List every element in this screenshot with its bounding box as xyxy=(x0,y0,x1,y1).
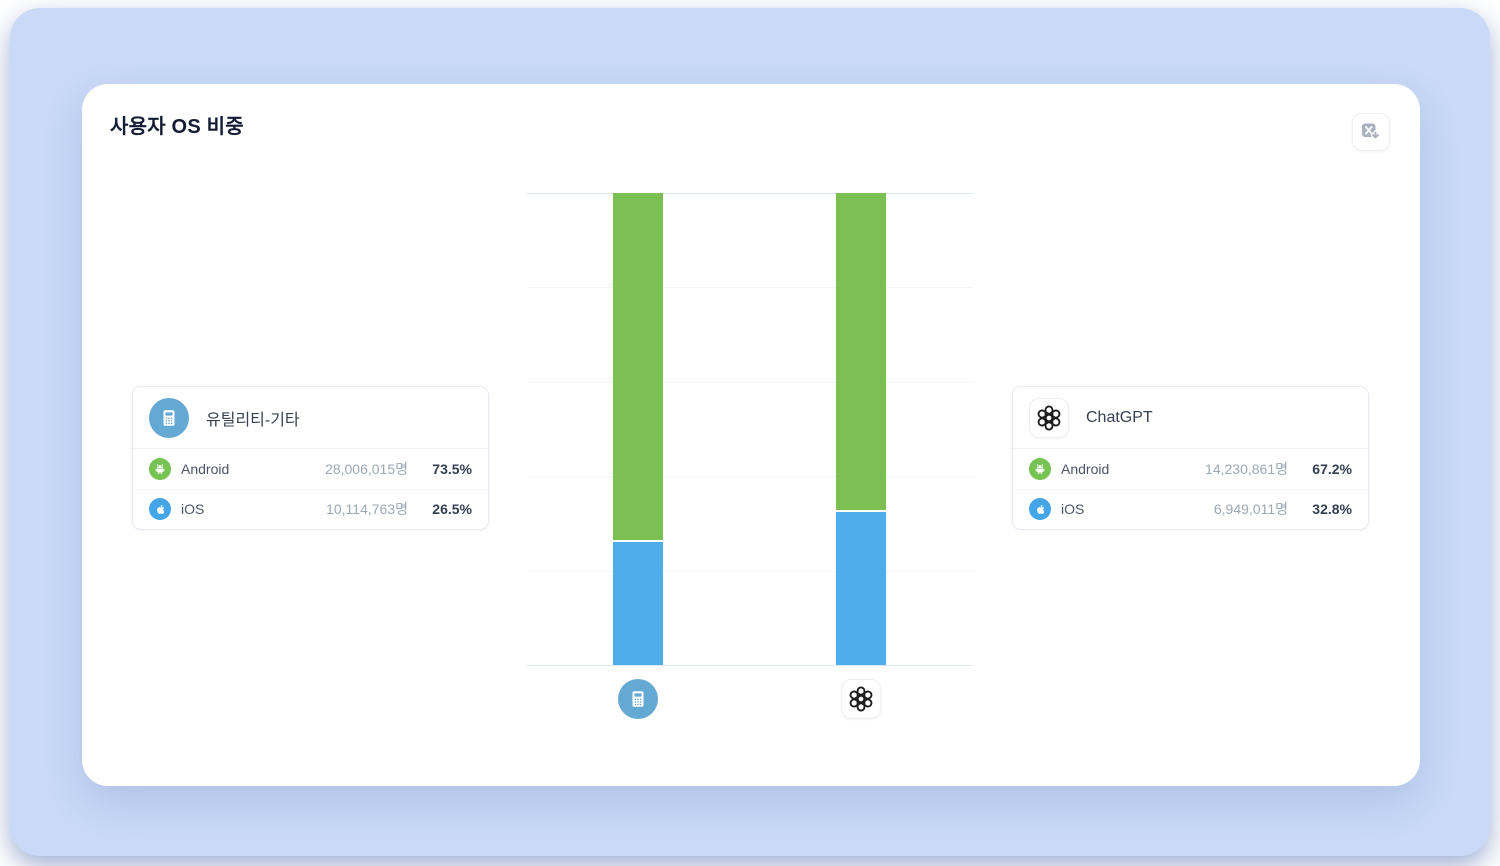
ios-stat-row: iOS 10,114,763명 26.5% xyxy=(133,488,488,530)
os-percent: 26.5% xyxy=(432,501,472,518)
user-count: 6,949,011명 xyxy=(1213,501,1288,518)
os-name: Android xyxy=(181,460,230,477)
android-icon xyxy=(149,457,171,480)
os-name: Android xyxy=(1061,460,1110,477)
os-share-card: 사용자 OS 비중 xyxy=(82,84,1420,786)
gridline xyxy=(527,381,973,383)
android-icon xyxy=(1029,457,1051,480)
apple-icon xyxy=(1029,498,1051,521)
openai-logo-icon xyxy=(1029,397,1069,438)
stat-card-chatgpt: ChatGPT xyxy=(1012,386,1369,530)
chart-plot xyxy=(527,193,973,666)
bar-segment-ios[interactable] xyxy=(836,510,886,665)
app-name: 유틸리티-기타 xyxy=(206,411,300,429)
android-stat-row: Android 14,230,861명 67.2% xyxy=(1013,449,1368,489)
os-percent: 32.8% xyxy=(1312,501,1352,518)
user-count: 14,230,861명 xyxy=(1205,460,1288,477)
gridline xyxy=(527,570,973,572)
user-count: 10,114,763명 xyxy=(326,501,408,518)
gridline xyxy=(527,665,973,666)
page-title: 사용자 OS 비중 xyxy=(110,116,244,138)
os-percent: 73.5% xyxy=(432,460,472,477)
bar-segment-android[interactable] xyxy=(836,193,886,511)
openai-logo-icon xyxy=(841,679,881,719)
user-count: 28,006,015명 xyxy=(325,460,408,477)
axis-label-utility-app xyxy=(618,679,658,719)
os-name: iOS xyxy=(1061,501,1085,518)
excel-export-button[interactable] xyxy=(1352,113,1390,151)
calculator-icon xyxy=(149,397,189,438)
bar-segment-android[interactable] xyxy=(613,193,663,540)
bar-column[interactable] xyxy=(613,193,663,665)
excel-export-icon xyxy=(1360,121,1382,143)
android-stat-row: Android 28,006,015명 73.5% xyxy=(133,449,488,489)
apple-icon xyxy=(149,498,171,521)
gridline xyxy=(527,287,973,289)
stat-card-utility-app: 유틸리티-기타 xyxy=(132,386,489,530)
os-name: iOS xyxy=(181,501,205,518)
ios-stat-row: iOS 6,949,011명 32.8% xyxy=(1013,488,1368,530)
bar-segment-ios[interactable] xyxy=(613,539,663,665)
bar-column[interactable] xyxy=(836,193,886,665)
axis-label-chatgpt xyxy=(841,679,881,719)
gridline xyxy=(527,476,973,478)
calculator-icon xyxy=(618,679,658,719)
gridline xyxy=(527,193,973,194)
os-percent: 67.2% xyxy=(1312,460,1352,477)
app-name: ChatGPT xyxy=(1086,408,1153,426)
